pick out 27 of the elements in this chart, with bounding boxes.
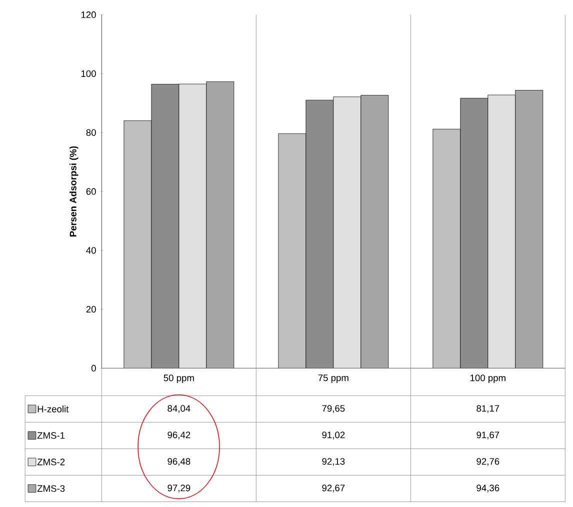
y-tick-label: 120 bbox=[81, 12, 96, 18]
y-tick-label: 80 bbox=[86, 129, 96, 136]
data-label: 92,13 bbox=[322, 458, 345, 466]
data-label: 94,36 bbox=[476, 484, 500, 493]
legend-label: ZMS-1 bbox=[37, 432, 65, 439]
data-label: 84,04 bbox=[168, 405, 190, 413]
x-tick-label: 50 ppm bbox=[164, 374, 194, 384]
data-label: 91,67 bbox=[476, 432, 500, 440]
data-label: 92,67 bbox=[322, 484, 345, 493]
y-axis-title: Persen Adsorpsi (%) bbox=[70, 146, 78, 237]
data-label: 96,48 bbox=[168, 458, 190, 466]
y-tick-label: 100 bbox=[81, 70, 96, 78]
legend-label: H-zeolit bbox=[38, 406, 69, 413]
y-tick-label: 0 bbox=[91, 365, 96, 372]
data-label: 91,02 bbox=[322, 432, 345, 440]
data-label: 92,76 bbox=[476, 458, 500, 466]
y-tick-label: 40 bbox=[86, 247, 96, 254]
legend-label: ZMS-2 bbox=[37, 458, 65, 466]
y-tick-label: 20 bbox=[86, 306, 96, 313]
data-label: 81,17 bbox=[476, 405, 500, 413]
y-tick-label: 60 bbox=[86, 188, 96, 195]
x-tick-label: 75 ppm bbox=[318, 374, 348, 384]
data-label: 79,65 bbox=[322, 405, 345, 413]
data-label: 97,29 bbox=[168, 484, 190, 493]
legend-label: ZMS-3 bbox=[37, 485, 65, 492]
x-tick-label: 100 ppm bbox=[470, 374, 506, 384]
data-label: 96,42 bbox=[168, 432, 190, 440]
